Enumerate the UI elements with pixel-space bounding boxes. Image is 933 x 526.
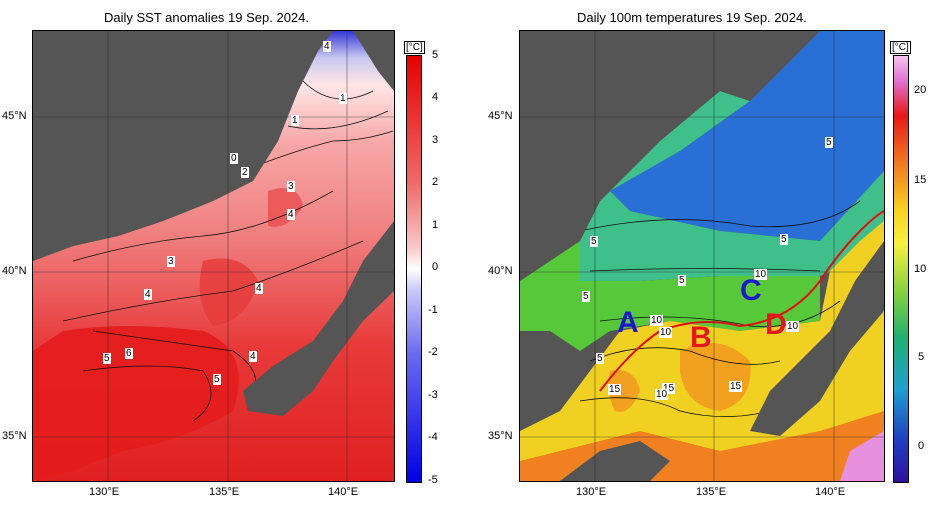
region-letter-c: C [740,274,762,307]
right-map-title: Daily 100m temperatures 19 Sep. 2024. [577,10,807,25]
colorbar-tick: 5 [432,49,439,61]
lon-label: 130°E [89,486,120,498]
contour-label: 15 [729,381,743,392]
colorbar-tick: 4 [432,91,439,103]
lat-label: 45°N [2,110,27,122]
colorbar-unit: [°C] [890,41,911,54]
contour-label: 5 [596,353,604,364]
warm-blob-mid [199,258,258,326]
contour-label: 1 [339,93,347,104]
contour-label: 4 [144,289,152,300]
contour-label: 5 [103,353,111,364]
colorbar-tick: -3 [428,389,438,401]
lon-label: 135°E [209,486,240,498]
warm-core-south [33,326,239,481]
lon-label: 140°E [815,486,846,498]
contour-label: 3 [287,181,295,192]
lon-label: 135°E [696,486,727,498]
temperature-colorbar [893,55,909,483]
contour-label: 5 [213,374,221,385]
lon-label: 140°E [328,486,359,498]
colorbar-tick: 15 [914,174,927,186]
contour-label: 5 [582,291,590,302]
region-letter-a: A [617,306,639,339]
colorbar-tick: 0 [918,440,925,452]
left-map-title: Daily SST anomalies 19 Sep. 2024. [104,10,309,25]
contour-label: 10 [786,321,800,332]
colorbar-tick: 20 [914,84,927,96]
land-honshu-right [750,241,884,436]
colorbar-tick: 5 [918,351,925,363]
contour-label: 10 [659,327,673,338]
warm-core-b [680,343,751,411]
contour-label: 15 [662,383,676,394]
region-letter-b: B [690,321,712,354]
contour-label: 15 [608,384,622,395]
lat-label: 35°N [488,430,513,442]
contour-label: 1 [291,115,299,126]
warm-core-a [608,370,640,412]
colorbar-tick: 10 [914,263,927,275]
contour-label: 10 [754,269,768,280]
sst-anomaly-map[interactable]: 4 1 1 0 2 3 4 3 4 4 4 5 6 4 5 [32,30,395,482]
colorbar-tick: 0 [432,261,439,273]
sst-anomaly-canvas [33,31,394,481]
contour-label: 4 [249,351,257,362]
front-line [599,210,884,392]
land-kyushu-right [560,441,670,481]
warm-pink [840,431,884,481]
colorbar-tick: -2 [428,346,438,358]
contour-label: 4 [287,209,295,220]
contour-label: 3 [167,256,175,267]
lat-label: 40°N [2,265,27,277]
lat-label: 40°N [488,265,513,277]
lon-label: 130°E [576,486,607,498]
anomaly-colorbar [406,55,422,483]
colorbar-tick: 2 [432,176,439,188]
contour-label: 0 [230,153,238,164]
colorbar-tick: -4 [428,431,438,443]
lat-label: 35°N [2,430,27,442]
colorbar-tick: -1 [428,304,438,316]
contour-label: 5 [825,137,833,148]
contour-label: 10 [655,389,669,400]
colorbar-tick: -5 [428,474,438,486]
contour-label: 10 [650,315,664,326]
land-honshu [243,221,394,416]
contour-label: 6 [125,348,133,359]
temp-100m-map[interactable]: 5 5 5 5 10 5 10 10 5 15 15 10 15 10 20 A… [519,30,885,482]
contour-label: 5 [678,275,686,286]
colorbar-unit: [°C] [404,41,425,54]
land-hokkaido-edge [353,31,394,91]
lat-label: 45°N [488,110,513,122]
contour-label: 4 [255,283,263,294]
contour-label: 4 [323,41,331,52]
colorbar-tick: 1 [432,219,439,231]
colorbar-tick: 3 [432,134,439,146]
cold-water [610,31,884,241]
temp-100m-canvas [520,31,884,481]
contour-label: 2 [241,167,249,178]
cool-water [580,91,884,281]
contour-label: 5 [590,236,598,247]
contour-label: 5 [780,234,788,245]
region-letter-d: D [765,308,787,341]
